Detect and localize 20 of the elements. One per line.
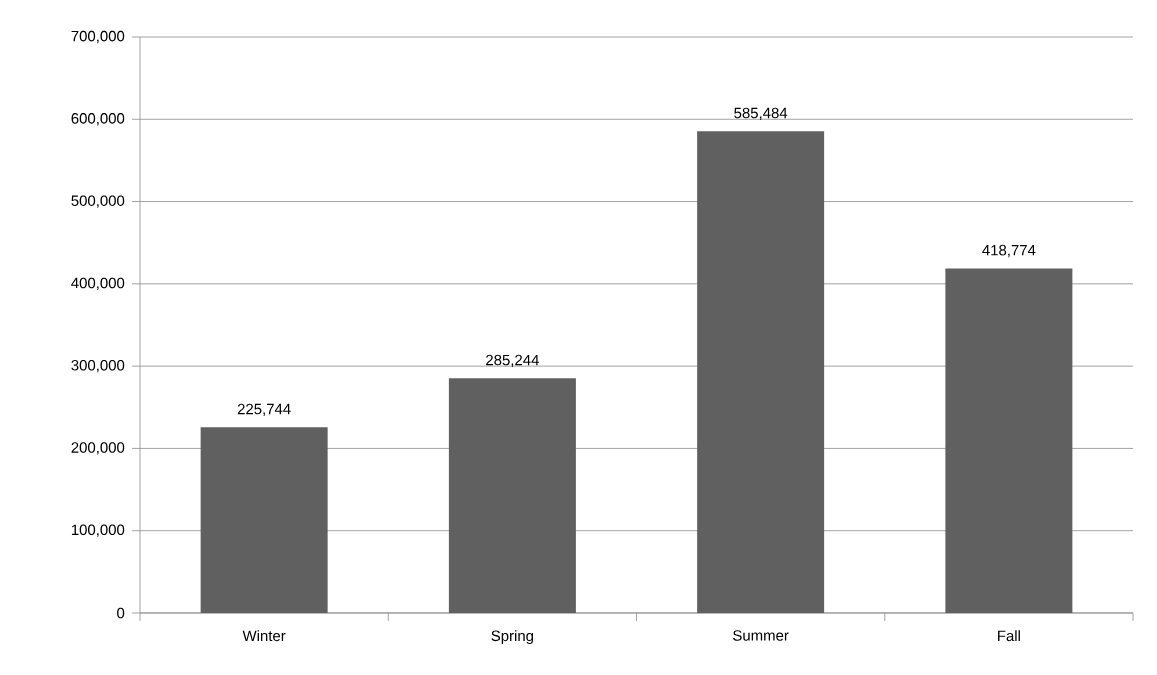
x-tick-label: Winter xyxy=(242,630,286,642)
bar xyxy=(448,378,576,613)
y-tick-label: 400,000 xyxy=(71,277,125,291)
x-tick-label: Fall xyxy=(998,630,1020,642)
bar xyxy=(697,131,825,613)
data-label: 285,244 xyxy=(486,354,539,368)
y-tick-label: 500,000 xyxy=(71,195,125,208)
bar xyxy=(945,268,1073,613)
data-label: 418,774 xyxy=(982,244,1036,258)
bar xyxy=(200,427,328,613)
x-tick-label: Summer xyxy=(733,630,789,641)
data-label: 225,744 xyxy=(237,403,291,417)
data-label: 585,484 xyxy=(734,107,788,121)
x-tick-label: Spring xyxy=(491,630,534,645)
y-tick-label: 700,000 xyxy=(71,30,125,44)
y-tick-label: 600,000 xyxy=(71,113,125,126)
y-tick-label: 300,000 xyxy=(71,359,125,373)
y-tick-label: 200,000 xyxy=(71,442,125,455)
y-tick-label: 0 xyxy=(117,607,125,619)
y-tick-label: 100,000 xyxy=(71,524,125,537)
